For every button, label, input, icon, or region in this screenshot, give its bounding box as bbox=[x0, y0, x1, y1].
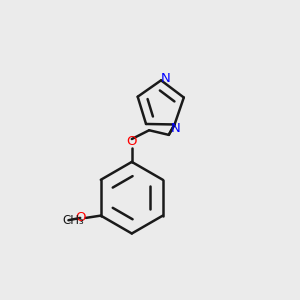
Text: CH₃: CH₃ bbox=[63, 214, 84, 227]
Text: N: N bbox=[170, 122, 180, 135]
Text: N: N bbox=[160, 72, 170, 85]
Text: O: O bbox=[127, 135, 137, 148]
Text: O: O bbox=[75, 212, 86, 224]
